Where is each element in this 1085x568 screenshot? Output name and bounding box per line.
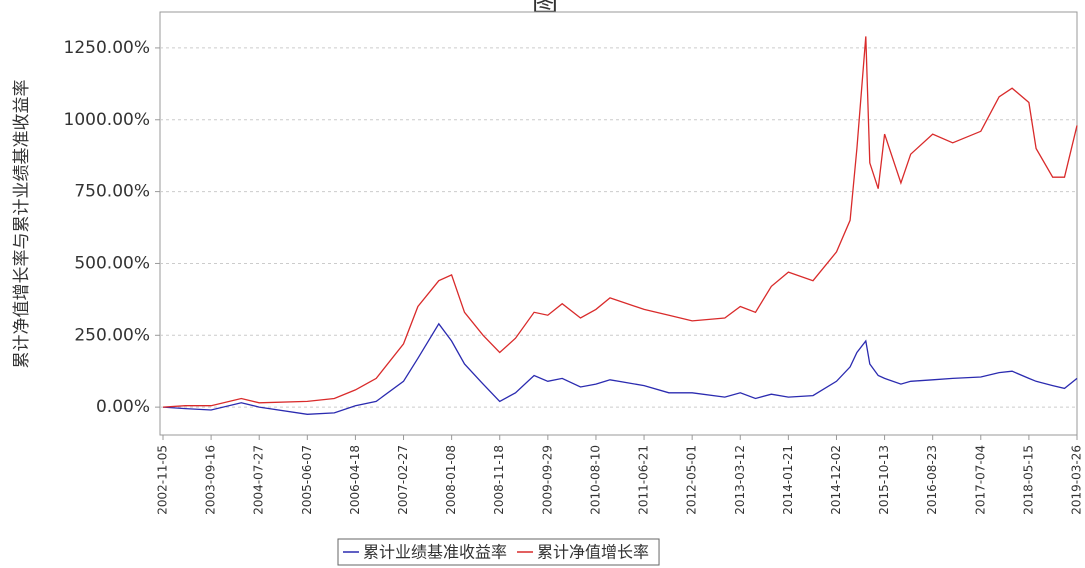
x-tick-label: 2018-05-15 bbox=[1021, 445, 1035, 515]
x-tick-label: 2015-10-13 bbox=[877, 445, 891, 515]
x-tick-label: 2014-12-02 bbox=[829, 445, 843, 515]
x-tick-label: 2016-08-23 bbox=[925, 445, 939, 515]
x-tick-label: 2011-06-21 bbox=[637, 445, 651, 515]
x-tick-label: 2013-03-12 bbox=[733, 445, 747, 515]
series-line bbox=[162, 36, 1078, 408]
x-tick-label: 2017-07-04 bbox=[973, 445, 987, 515]
y-tick-label: 0.00% bbox=[96, 397, 150, 417]
legend-box bbox=[337, 538, 660, 566]
x-tick-label: 2005-06-07 bbox=[300, 445, 314, 515]
x-tick-label: 2014-01-21 bbox=[781, 445, 795, 515]
x-tick-label: 2004-07-27 bbox=[252, 445, 266, 515]
x-tick-label: 2019-03-26 bbox=[1070, 445, 1084, 515]
x-tick-label: 2003-09-16 bbox=[204, 445, 218, 515]
y-tick-label: 1250.00% bbox=[64, 38, 150, 58]
y-tick-label: 1000.00% bbox=[64, 110, 150, 130]
x-tick-label: 2012-05-01 bbox=[685, 445, 699, 515]
x-tick-label: 2008-11-18 bbox=[492, 445, 506, 515]
legend-label: 累计业绩基准收益率 bbox=[363, 543, 507, 562]
y-tick-label: 500.00% bbox=[74, 253, 150, 273]
x-tick-label: 2002-11-05 bbox=[156, 445, 170, 515]
plot-area bbox=[159, 11, 1078, 436]
y-tick-label: 750.00% bbox=[74, 182, 150, 202]
series-line bbox=[162, 322, 1078, 415]
y-axis-label: 累计净值增长率与累计业绩基准收益率 bbox=[12, 80, 32, 369]
y-tick-label: 250.00% bbox=[74, 325, 150, 345]
x-tick-label: 2010-08-10 bbox=[588, 445, 602, 515]
legend-label: 累计净值增长率 bbox=[537, 543, 649, 562]
x-tick-label: 2009-09-29 bbox=[540, 445, 554, 515]
x-tick-label: 2008-01-08 bbox=[444, 445, 458, 515]
x-tick-label: 2006-04-18 bbox=[348, 445, 362, 515]
x-tick-label: 2007-02-27 bbox=[396, 445, 410, 515]
